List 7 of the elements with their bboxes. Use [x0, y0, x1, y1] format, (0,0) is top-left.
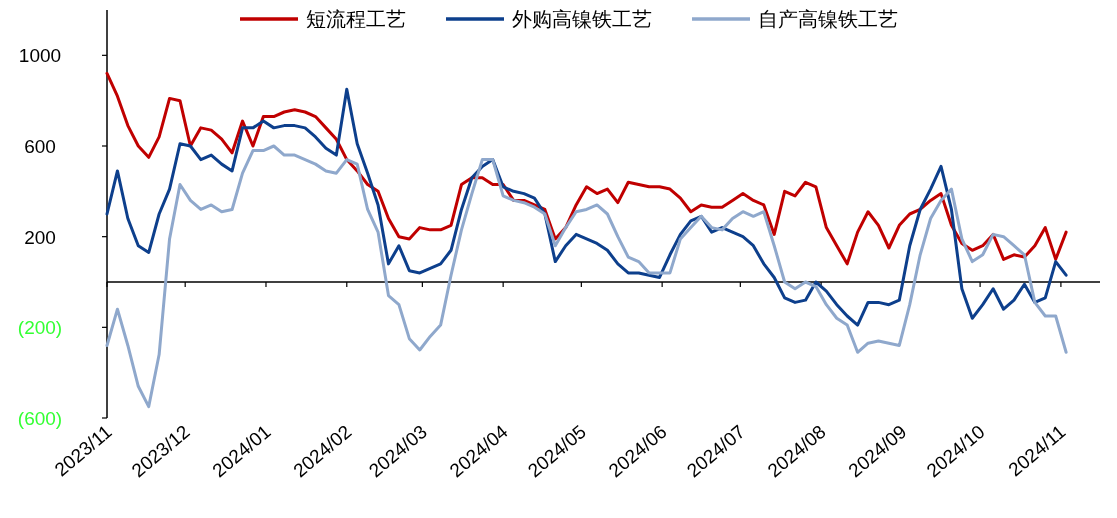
legend-label: 外购高镍铁工艺 [512, 8, 652, 30]
legend-label: 短流程工艺 [306, 8, 406, 30]
y-tick-label: 600 [24, 136, 56, 157]
y-tick-label: 200 [24, 226, 56, 248]
y-tick-label: 1000 [18, 45, 62, 67]
legend-label: 自产高镍铁工艺 [758, 8, 898, 30]
y-tick-label: (200) [17, 317, 63, 339]
